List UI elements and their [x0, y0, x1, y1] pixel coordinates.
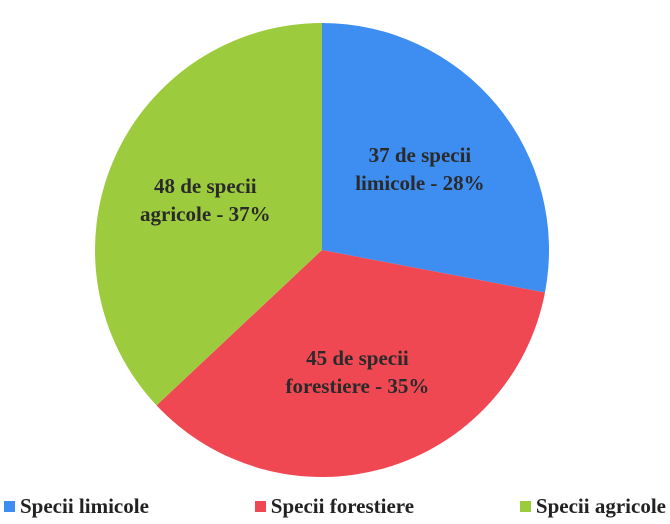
- legend-label: Specii agricole: [535, 494, 666, 518]
- legend: Specii limicole Specii forestiere Specii a…: [0, 494, 670, 519]
- pie-slice: [95, 23, 322, 406]
- legend-label: Specii limicole: [20, 494, 149, 518]
- legend-item: Specii limicole: [4, 494, 149, 519]
- legend-swatch: [4, 501, 15, 512]
- legend-swatch: [254, 501, 266, 512]
- legend-swatch: [519, 501, 531, 512]
- legend-item: Specii agricole: [519, 494, 666, 519]
- data-label: 45 de specii forestiere - 35%: [285, 346, 430, 399]
- data-label: 48 de specii agricole - 37%: [140, 173, 271, 226]
- pie-slice: [156, 250, 545, 477]
- pie-slice: [322, 23, 549, 293]
- legend-item: Specii forestiere: [254, 494, 415, 519]
- legend-label: Specii forestiere: [270, 494, 415, 518]
- data-label: 37 de specii limicole - 28%: [355, 142, 485, 195]
